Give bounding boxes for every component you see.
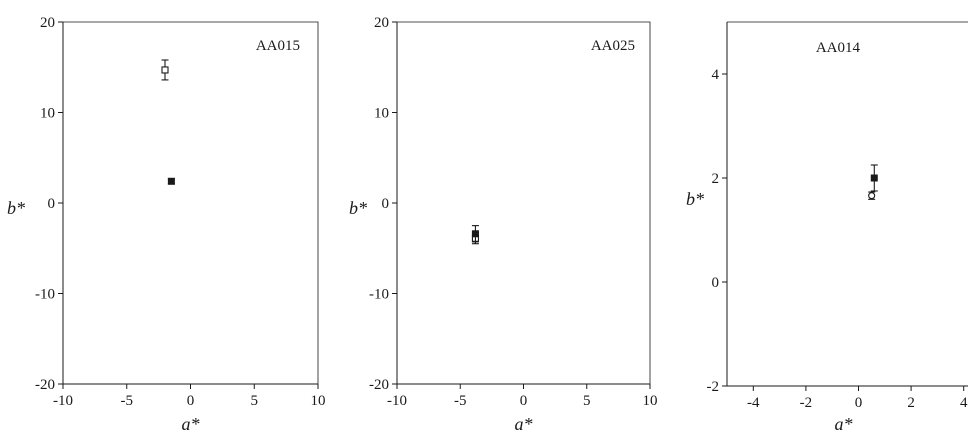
x-tick-label: -2 [800,395,813,411]
y-tick-label: 0 [382,196,390,212]
y-tick-label: 0 [712,275,720,291]
y-axis-label: b* [686,189,704,209]
y-tick-label: -20 [369,377,389,393]
y-tick-label: -10 [369,287,389,303]
x-axis-label: a* [182,414,200,434]
x-tick-label: -10 [387,393,407,409]
chart-panel-3: -4 -2 0 2 4 -2 0 2 4 a* b* AA014 [686,21,968,434]
data-point [870,164,878,192]
x-tick-label: 2 [907,395,915,411]
y-tick-label: -20 [35,377,55,393]
panel-title: AA015 [256,38,300,54]
x-tick-label: -10 [53,393,73,409]
y-tick-label: 4 [712,67,720,83]
marker-filled-square [167,177,175,185]
y-axis-label: b* [349,198,367,218]
x-axis-label: a* [515,414,533,434]
data-point [471,225,479,243]
marker-filled-square [870,174,878,182]
x-tick-label: 5 [251,393,259,409]
x-tick-label: -5 [454,393,467,409]
y-tick-label: 10 [374,106,389,122]
x-tick-label: 0 [187,393,195,409]
x-tick-label: -5 [121,393,134,409]
y-tick-label: 10 [40,106,55,122]
x-axis-label: a* [835,414,853,434]
panel-title: AA025 [591,38,635,54]
plot-frame [727,21,968,23]
panel-title: AA014 [816,40,861,56]
x-tick-label: 0 [520,393,528,409]
plot-frame [63,21,319,384]
marker-open-square [161,66,169,74]
x-tick-label: 0 [855,395,863,411]
data-point [167,177,175,185]
y-axis-label: b* [7,198,25,218]
y-tick-label: -10 [35,287,55,303]
x-tick-label: 5 [583,393,591,409]
y-tick-label: 20 [40,15,55,31]
y-tick-label: 2 [712,171,720,187]
x-tick-label: 10 [643,393,658,409]
plot-frame [397,21,651,384]
x-tick-label: 10 [311,393,326,409]
x-tick-label: 4 [960,395,968,411]
marker-filled-square [471,230,479,238]
marker-open-circle [868,192,876,200]
y-tick-label: -2 [707,379,720,395]
y-tick-label: 20 [374,15,389,31]
data-point [868,191,876,200]
x-tick-label: -4 [747,395,760,411]
data-point [161,59,169,81]
y-tick-label: 0 [48,196,56,212]
